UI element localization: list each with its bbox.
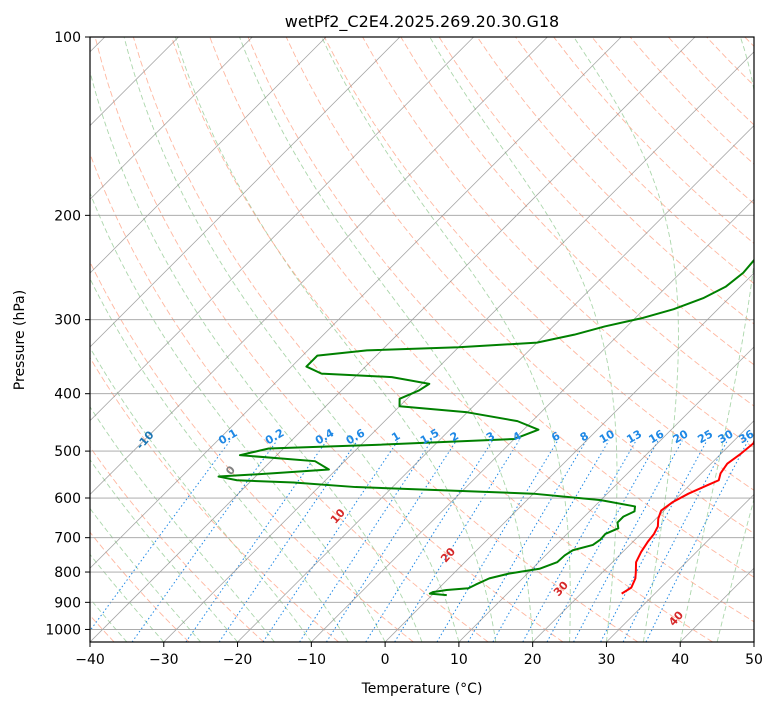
isotherm <box>90 37 622 569</box>
x-axis: −40 −30 −20 −10 0 10 20 30 40 50 <box>75 642 763 668</box>
moist-adiabat <box>90 458 238 642</box>
dry-adiabat <box>476 37 754 325</box>
isotherm <box>163 51 754 642</box>
mixing-ratio-line <box>645 440 749 642</box>
y-tick-label: 500 <box>54 444 81 460</box>
y-tick-label: 400 <box>54 387 81 403</box>
dry-adiabat <box>247 37 754 578</box>
isotherm <box>311 198 754 642</box>
x-tick-label: 40 <box>671 652 689 668</box>
mixing-ratio-line <box>467 440 587 642</box>
isotherm <box>90 37 327 274</box>
dry-adiabat <box>362 37 754 449</box>
y-tick-label: 100 <box>54 30 81 46</box>
plot-frame <box>89 36 755 643</box>
x-tick-label: −30 <box>149 652 179 668</box>
moist-adiabat <box>239 37 534 642</box>
mixing-ratio-line <box>573 440 683 642</box>
moist-adiabat <box>90 277 349 642</box>
background-lines <box>90 37 754 642</box>
y-tick-label: 600 <box>54 491 81 507</box>
chart-title: wetPf2_C2E4.2025.269.20.30.G18 <box>285 12 559 32</box>
y-axis-label: Pressure (hPa) <box>12 290 28 390</box>
y-tick-label: 800 <box>54 565 81 581</box>
x-axis-label: Temperature (°C) <box>361 681 483 697</box>
mixing-ratio-line <box>546 440 659 642</box>
mixing-ratio-line <box>522 440 637 642</box>
dry-adiabat <box>209 37 754 623</box>
plot-area: -100-90-80-70-60-50-40-30-20-10010203040… <box>90 37 757 642</box>
moist-adiabat <box>321 37 571 642</box>
mixing-ratio-line <box>326 440 457 642</box>
moist-adiabat <box>90 406 275 642</box>
mixing-ratio-line <box>436 440 559 642</box>
dry-adiabat <box>400 37 754 407</box>
y-tick-label: 900 <box>54 595 81 611</box>
mixing-ratio-line <box>131 440 278 642</box>
x-tick-label: 10 <box>450 652 468 668</box>
dry-adiabat <box>132 37 639 642</box>
mixing-ratio-line <box>90 440 231 632</box>
x-tick-label: 50 <box>745 652 763 668</box>
x-tick-label: −20 <box>223 652 253 668</box>
mixing-ratio-label: 36 <box>737 427 757 446</box>
x-tick-label: 20 <box>524 652 542 668</box>
x-tick-label: 0 <box>381 652 390 668</box>
moist-adiabat <box>90 191 386 642</box>
x-tick-label: −40 <box>75 652 105 668</box>
dry-adiabat <box>515 37 754 285</box>
moist-adiabat <box>123 37 460 642</box>
isotherm <box>532 420 754 642</box>
dewpoint-profile <box>217 258 754 597</box>
isotherm <box>606 493 754 642</box>
mixing-ratio-line <box>185 440 328 642</box>
y-axis: 100 200 300 400 500 600 700 800 900 1000 <box>45 30 90 638</box>
moist-adiabat <box>716 497 754 642</box>
isotherm <box>90 37 474 422</box>
isotherm <box>90 37 401 348</box>
moist-adiabat <box>573 37 679 642</box>
isotherm <box>458 346 754 642</box>
series-lines <box>217 258 754 597</box>
mixing-ratio-line <box>299 440 433 642</box>
mixing-ratio-line <box>218 440 358 642</box>
dry-adiabat <box>90 531 190 642</box>
moist-adiabat <box>679 37 754 642</box>
dry-adiabat <box>90 152 489 642</box>
dry-adiabat <box>171 37 713 642</box>
isotherm <box>90 37 253 200</box>
moist-adiabat <box>174 37 497 642</box>
isotherm <box>90 37 548 496</box>
x-tick-label: −10 <box>297 652 327 668</box>
mixing-ratio-line <box>365 440 493 642</box>
y-tick-label: 200 <box>54 208 81 224</box>
isotherm <box>90 37 696 642</box>
mixing-ratio-line <box>262 440 399 642</box>
isotherm <box>384 272 754 642</box>
dry-adiabat <box>90 446 265 642</box>
y-tick-label: 700 <box>54 531 81 547</box>
isotherm <box>237 124 754 642</box>
temperature-profile <box>621 438 754 595</box>
dry-adiabat <box>90 356 339 642</box>
moist-adiabat <box>429 37 618 642</box>
y-tick-label: 1000 <box>45 622 81 638</box>
x-tick-label: 30 <box>598 652 616 668</box>
y-tick-label: 300 <box>54 313 81 329</box>
